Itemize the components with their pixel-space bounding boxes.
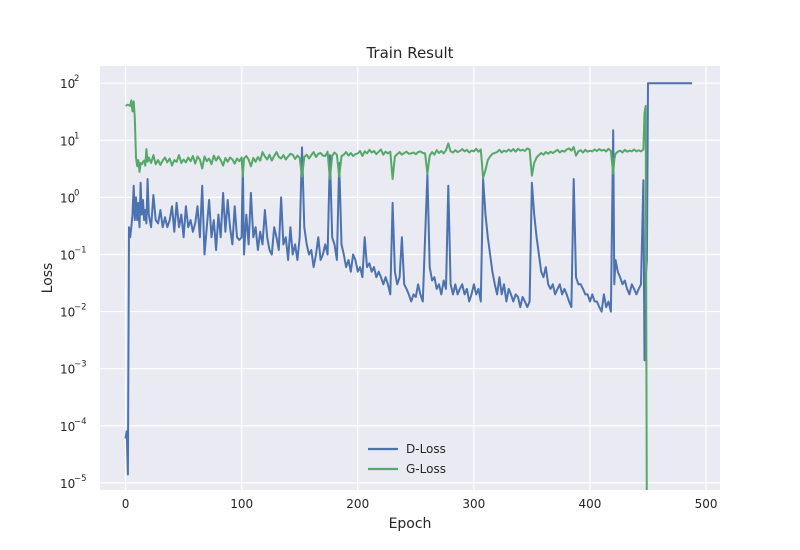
y-tick-label: 10−1 bbox=[60, 245, 87, 262]
y-tick-base: 10 bbox=[60, 191, 75, 205]
x-tick-label: 100 bbox=[230, 497, 253, 511]
y-tick-base: 10 bbox=[60, 248, 75, 262]
y-tick-exponent: −1 bbox=[74, 245, 87, 255]
y-tick-label: 10−5 bbox=[60, 474, 87, 491]
y-tick-exponent: −4 bbox=[74, 417, 87, 427]
x-axis-title: Epoch bbox=[389, 516, 432, 532]
y-tick-label: 10−2 bbox=[60, 303, 87, 320]
y-tick-base: 10 bbox=[60, 306, 75, 320]
legend-box bbox=[362, 440, 464, 482]
chart-title: Train Result bbox=[365, 44, 453, 62]
y-tick-exponent: −3 bbox=[74, 360, 87, 370]
y-tick-exponent: 0 bbox=[74, 188, 79, 198]
x-tick-label: 0 bbox=[122, 497, 130, 511]
series-lines bbox=[124, 82, 693, 490]
y-tick-exponent: 1 bbox=[74, 131, 79, 141]
x-tick-label: 300 bbox=[462, 497, 485, 511]
plot-area bbox=[100, 66, 720, 490]
tick-labels: 0 100 200 300 400 50010−510−410−310−210−11001… bbox=[60, 74, 718, 511]
y-tick-base: 10 bbox=[60, 134, 75, 148]
y-tick-base: 10 bbox=[60, 420, 75, 434]
x-tick-label: 500 bbox=[695, 497, 718, 511]
y-tick-exponent: −2 bbox=[74, 303, 87, 313]
y-tick-label: 100 bbox=[60, 188, 79, 205]
legend: D-Loss G-Loss bbox=[362, 440, 464, 482]
y-tick-base: 10 bbox=[60, 477, 75, 491]
y-tick-base: 10 bbox=[60, 77, 75, 91]
x-tick-label: 200 bbox=[346, 497, 369, 511]
legend-label-d-loss: D-Loss bbox=[406, 442, 446, 456]
y-tick-label: 10−4 bbox=[60, 417, 87, 434]
y-tick-label: 10−3 bbox=[60, 360, 87, 377]
x-tick-label: 400 bbox=[579, 497, 602, 511]
y-tick-label: 101 bbox=[60, 131, 79, 148]
y-tick-label: 102 bbox=[60, 74, 79, 91]
y-tick-exponent: −5 bbox=[74, 474, 87, 484]
series-line-g-loss bbox=[125, 99, 648, 490]
series-line-d-loss bbox=[124, 82, 693, 476]
y-tick-base: 10 bbox=[60, 363, 75, 377]
legend-label-g-loss: G-Loss bbox=[406, 462, 446, 476]
y-axis-title: Loss bbox=[40, 263, 56, 294]
y-tick-exponent: 2 bbox=[74, 74, 79, 84]
